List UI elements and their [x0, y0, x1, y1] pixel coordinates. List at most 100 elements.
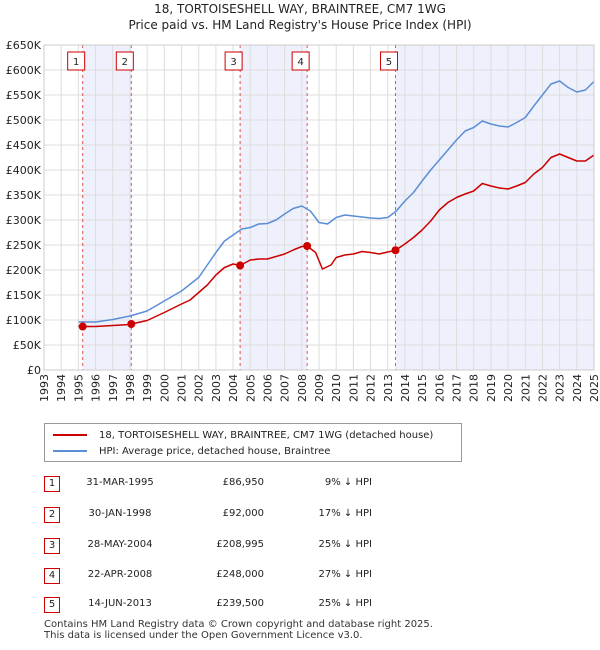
transaction-price: £86,950	[222, 477, 264, 488]
sale-point	[127, 320, 136, 328]
transaction-date: 30-JAN-1998	[88, 508, 152, 519]
legend: 18, TORTOISESHELL WAY, BRAINTREE, CM7 1W…	[44, 423, 462, 462]
transaction-hpi-diff: 27% ↓ HPI	[318, 569, 372, 580]
transaction-row: 4 22-APR-2008 £248,000 27% ↓ HPI	[0, 567, 600, 587]
y-tick-label: £550K	[6, 89, 42, 102]
x-tick-label: 2020	[502, 374, 515, 402]
y-tick-label: £400K	[6, 164, 42, 177]
transaction-hpi-diff: 9% ↓ HPI	[324, 477, 372, 488]
x-tick-label: 2000	[158, 374, 171, 402]
x-tick-label: 2009	[313, 374, 326, 402]
x-tick-label: 2013	[382, 374, 395, 402]
shaded-period	[82, 45, 132, 370]
sale-label-box	[291, 51, 310, 71]
transaction-hpi-diff: 25% ↓ HPI	[318, 539, 372, 550]
transaction-row: 2 30-JAN-1998 £92,000 17% ↓ HPI	[0, 506, 600, 526]
sale-label-box	[379, 51, 398, 71]
footer-copyright: Contains HM Land Registry data © Crown c…	[44, 619, 433, 630]
sale-label: 5	[386, 57, 392, 68]
x-tick-label: 2017	[451, 374, 464, 402]
transaction-hpi-diff: 25% ↓ HPI	[318, 598, 372, 609]
transaction-hpi-diff: 17% ↓ HPI	[318, 508, 372, 519]
x-tick-label: 2005	[244, 374, 257, 402]
x-tick-label: 2001	[176, 374, 189, 402]
transaction-number-badge: 2	[44, 507, 60, 523]
y-tick-label: £100K	[6, 314, 42, 327]
transaction-date: 22-APR-2008	[87, 569, 153, 580]
property-price-line	[78, 153, 595, 328]
x-tick-label: 2011	[347, 374, 360, 402]
x-tick-label: 2003	[210, 374, 223, 402]
y-tick-label: £650K	[6, 39, 42, 52]
x-tick-label: 2016	[433, 374, 446, 402]
y-tick-label: £150K	[6, 289, 42, 302]
y-tick-label: £600K	[6, 64, 42, 77]
y-tick-label: £0	[27, 364, 41, 377]
plot-frame	[43, 44, 595, 371]
legend-swatch-property	[53, 434, 87, 436]
sale-label: 4	[297, 57, 303, 68]
sale-point	[236, 261, 245, 270]
price-chart: £0 £50K £100K £150K £200K £250K £300K £350K £400…	[6, 39, 600, 402]
transaction-number-badge: 3	[44, 538, 60, 554]
shaded-period	[395, 45, 594, 370]
chart-subtitle: Price paid vs. HM Land Registry's House …	[128, 18, 472, 32]
x-tick-label: 2012	[365, 374, 378, 402]
y-tick-label: £50K	[13, 339, 42, 352]
x-tick-label: 2024	[571, 374, 584, 402]
transaction-row: 3 28-MAY-2004 £208,995 25% ↓ HPI	[0, 537, 600, 557]
y-tick-label: £450K	[6, 139, 42, 152]
sale-point	[391, 246, 400, 255]
transaction-number-badge: 1	[44, 476, 60, 492]
x-tick-label: 2014	[399, 374, 412, 402]
x-tick-label: 2018	[468, 374, 481, 402]
x-tick-label: 1994	[55, 374, 68, 402]
x-tick-label: 2015	[416, 374, 429, 402]
x-tick-label: 1998	[124, 374, 137, 402]
x-tick-label: 2021	[519, 374, 532, 402]
x-tick-label: 2006	[261, 374, 274, 402]
legend-swatch-hpi	[53, 450, 87, 452]
x-tick-label: 2025	[588, 374, 600, 402]
x-tick-label: 1999	[141, 374, 154, 402]
transaction-date: 14-JUN-2013	[88, 598, 152, 609]
x-tick-label: 2022	[536, 374, 549, 402]
transaction-price: £208,995	[216, 539, 264, 550]
sale-label-box	[224, 51, 243, 71]
y-tick-label: £350K	[6, 189, 42, 202]
x-tick-label: 2023	[554, 374, 567, 402]
x-tick-label: 1995	[72, 374, 85, 402]
x-tick-label: 1996	[90, 374, 103, 402]
sale-label-box	[115, 51, 134, 71]
transaction-date: 31-MAR-1995	[86, 477, 154, 488]
x-tick-label: 1997	[107, 374, 120, 402]
hpi-line	[78, 80, 595, 323]
y-tick-label: £250K	[6, 239, 42, 252]
legend-item-hpi: HPI: Average price, detached house, Brai…	[53, 443, 330, 459]
sale-point	[78, 322, 87, 331]
x-tick-label: 2004	[227, 374, 240, 402]
legend-label-property: 18, TORTOISESHELL WAY, BRAINTREE, CM7 1W…	[99, 429, 434, 441]
transaction-price: £248,000	[216, 569, 264, 580]
x-tick-label: 1993	[38, 374, 51, 402]
y-tick-label: £200K	[6, 264, 42, 277]
transaction-number-badge: 4	[44, 568, 60, 584]
sale-point	[303, 242, 312, 250]
transaction-date: 28-MAY-2004	[87, 539, 153, 550]
footer-licence: This data is licensed under the Open Gov…	[44, 630, 363, 641]
transaction-row: 5 14-JUN-2013 £239,500 25% ↓ HPI	[0, 596, 600, 616]
x-tick-label: 2010	[330, 374, 343, 402]
transaction-row: 1 31-MAR-1995 £86,950 9% ↓ HPI	[0, 475, 600, 495]
sale-label: 3	[230, 57, 236, 68]
x-tick-label: 2002	[193, 374, 206, 402]
sale-label-box	[67, 51, 86, 71]
sale-label: 2	[122, 57, 128, 68]
y-tick-label: £300K	[6, 214, 42, 227]
transaction-price: £92,000	[222, 508, 264, 519]
chart-title: 18, TORTOISESHELL WAY, BRAINTREE, CM7 1W…	[154, 2, 446, 16]
transaction-number-badge: 5	[44, 597, 60, 613]
footer: Contains HM Land Registry data © Crown c…	[44, 619, 433, 641]
legend-item-property: 18, TORTOISESHELL WAY, BRAINTREE, CM7 1W…	[53, 427, 433, 443]
x-tick-label: 2007	[279, 374, 292, 402]
y-tick-label: £500K	[6, 114, 42, 127]
